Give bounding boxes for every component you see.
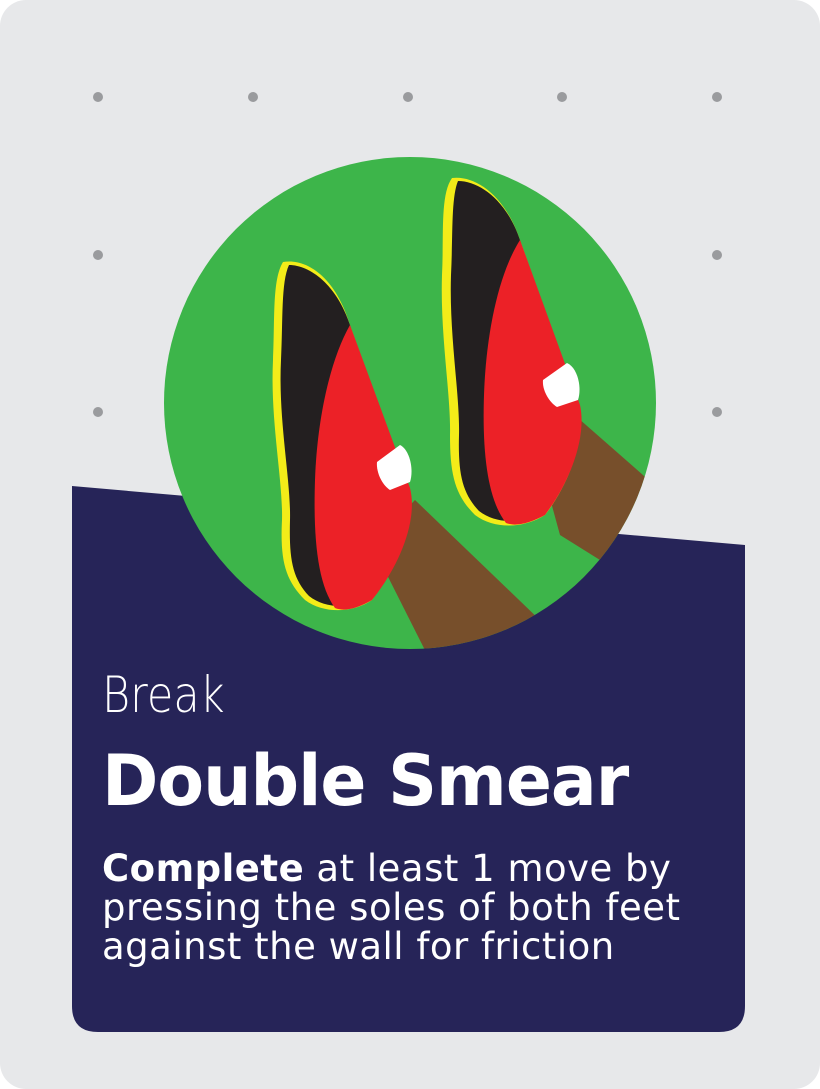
dot-grid: [93, 92, 722, 417]
climbing-shoes-icon: [164, 157, 656, 649]
card-text: Break Double Smear Complete at least 1 m…: [102, 665, 732, 966]
description-bold: Complete: [102, 847, 305, 890]
description-rest: at least 1 move by pressing the soles of…: [102, 847, 681, 968]
card-category: Break: [102, 666, 225, 724]
left-shoe: [272, 261, 412, 611]
text-panel: [72, 486, 745, 1032]
right-shoe: [441, 177, 582, 526]
card-description: Complete at least 1 move by pressing the…: [102, 849, 742, 966]
card-title: Double Smear: [102, 740, 629, 822]
